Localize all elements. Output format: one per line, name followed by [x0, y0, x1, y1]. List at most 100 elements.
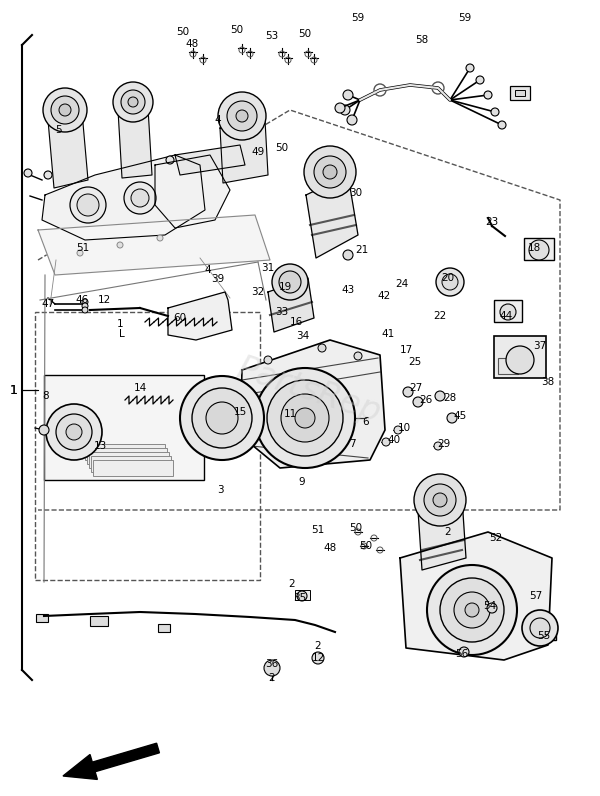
Text: 14: 14	[133, 383, 146, 393]
Circle shape	[206, 402, 238, 434]
Circle shape	[466, 64, 474, 72]
Circle shape	[255, 368, 355, 468]
Circle shape	[272, 264, 308, 300]
Text: 23: 23	[485, 217, 499, 227]
Text: 59: 59	[352, 13, 365, 23]
Circle shape	[117, 242, 123, 248]
Polygon shape	[220, 120, 268, 183]
Text: 46: 46	[76, 295, 89, 305]
Circle shape	[24, 169, 32, 177]
Text: 50: 50	[298, 29, 311, 39]
Text: 25: 25	[409, 357, 422, 367]
Bar	[85, 444, 165, 460]
Circle shape	[530, 618, 550, 638]
Text: 5: 5	[55, 125, 61, 135]
Polygon shape	[306, 175, 358, 258]
Circle shape	[43, 88, 87, 132]
Bar	[44, 375, 204, 480]
Circle shape	[318, 344, 326, 352]
Polygon shape	[400, 532, 552, 660]
Text: 52: 52	[490, 533, 503, 543]
Circle shape	[403, 387, 413, 397]
Circle shape	[77, 250, 83, 256]
Text: 4: 4	[215, 115, 221, 125]
Text: 2: 2	[445, 527, 451, 537]
Circle shape	[66, 424, 82, 440]
Text: 19: 19	[278, 282, 292, 292]
Circle shape	[44, 171, 52, 179]
Text: 2: 2	[269, 673, 275, 683]
Text: 1: 1	[10, 384, 18, 396]
Text: 27: 27	[409, 383, 422, 393]
Circle shape	[424, 484, 456, 516]
Circle shape	[394, 426, 402, 434]
Text: 50: 50	[275, 143, 289, 153]
Circle shape	[279, 271, 301, 293]
Text: 43: 43	[341, 285, 355, 295]
Text: 45: 45	[454, 411, 467, 421]
Circle shape	[113, 82, 153, 122]
Text: 39: 39	[211, 274, 224, 284]
Circle shape	[236, 110, 248, 122]
Circle shape	[39, 425, 49, 435]
Text: 13: 13	[94, 441, 107, 451]
Text: 28: 28	[443, 393, 457, 403]
Text: PartsRep: PartsRep	[232, 351, 385, 429]
FancyArrow shape	[63, 743, 160, 779]
Circle shape	[487, 603, 497, 613]
Polygon shape	[42, 155, 205, 240]
Circle shape	[500, 304, 516, 320]
Text: 41: 41	[382, 329, 395, 339]
Circle shape	[434, 442, 442, 450]
Bar	[510, 86, 530, 100]
Bar	[498, 358, 518, 374]
Text: L: L	[119, 329, 125, 339]
Text: 18: 18	[527, 243, 541, 253]
Text: 1: 1	[116, 319, 124, 329]
Polygon shape	[48, 112, 88, 188]
Circle shape	[82, 307, 88, 313]
Text: 50: 50	[349, 523, 362, 533]
Text: 3: 3	[217, 485, 223, 495]
Text: 48: 48	[185, 39, 199, 49]
Text: 57: 57	[529, 591, 542, 601]
Text: 54: 54	[484, 601, 497, 611]
Circle shape	[433, 493, 447, 507]
Polygon shape	[118, 108, 152, 178]
Text: 29: 29	[437, 439, 451, 449]
Circle shape	[264, 660, 280, 676]
Polygon shape	[155, 155, 230, 228]
Text: 2: 2	[314, 641, 322, 651]
Circle shape	[427, 565, 517, 655]
Text: 31: 31	[262, 263, 275, 273]
Text: 22: 22	[433, 311, 446, 321]
Text: 37: 37	[533, 341, 547, 351]
Circle shape	[522, 610, 558, 646]
Text: 51: 51	[311, 525, 325, 535]
Text: 33: 33	[275, 307, 289, 317]
Circle shape	[70, 187, 106, 223]
Circle shape	[131, 189, 149, 207]
Circle shape	[82, 299, 88, 305]
Text: 50: 50	[359, 541, 373, 551]
Polygon shape	[268, 278, 314, 332]
Bar	[494, 300, 522, 322]
Text: 44: 44	[499, 311, 512, 321]
Circle shape	[56, 414, 92, 450]
Circle shape	[491, 108, 499, 116]
Circle shape	[314, 156, 346, 188]
Text: 16: 16	[289, 317, 302, 327]
Bar	[87, 448, 167, 464]
Circle shape	[281, 394, 329, 442]
Circle shape	[295, 408, 315, 428]
Text: 10: 10	[397, 423, 410, 433]
Circle shape	[297, 591, 307, 601]
Circle shape	[82, 303, 88, 309]
Text: 59: 59	[458, 13, 472, 23]
Text: 21: 21	[355, 245, 368, 255]
Bar	[494, 336, 546, 378]
Bar	[90, 616, 108, 626]
Bar	[89, 452, 169, 468]
Text: 4: 4	[205, 265, 211, 275]
Circle shape	[440, 578, 504, 642]
